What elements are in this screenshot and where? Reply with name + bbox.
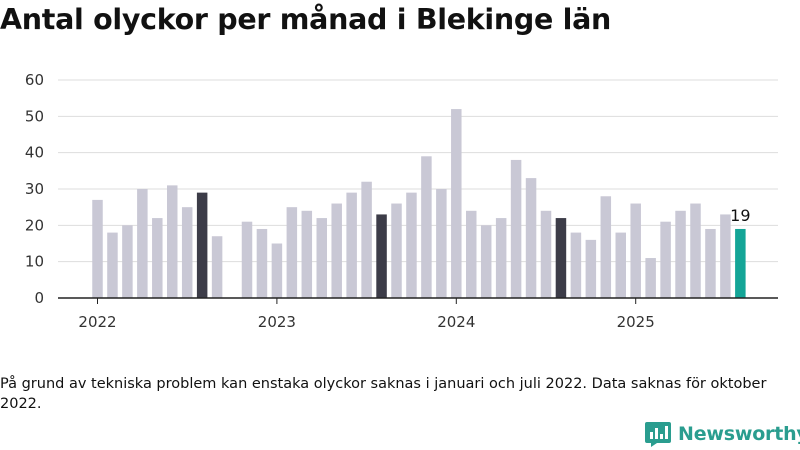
bar <box>510 159 522 298</box>
bar <box>480 225 492 298</box>
bar <box>630 203 641 298</box>
y-tick-label: 20 <box>25 216 44 234</box>
bar <box>196 192 208 298</box>
bar <box>720 214 731 298</box>
bar <box>92 199 103 298</box>
bar <box>555 218 567 298</box>
y-tick-label: 0 <box>34 289 44 307</box>
bar <box>286 207 298 298</box>
bar <box>107 232 118 298</box>
bars <box>92 109 746 298</box>
bar <box>466 210 477 298</box>
bar <box>167 185 178 298</box>
brand-logo: Newsworthy <box>644 420 800 448</box>
bar <box>301 210 313 298</box>
newsworthy-logo-icon <box>645 422 671 447</box>
bar <box>675 210 686 298</box>
bar <box>376 214 387 298</box>
bar <box>600 196 612 298</box>
bar <box>391 203 402 298</box>
bar <box>660 221 671 298</box>
chart-title: Antal olyckor per månad i Blekinge län <box>0 3 612 36</box>
y-tick-label: 60 <box>25 71 44 89</box>
bar <box>735 228 746 298</box>
bar <box>256 228 268 298</box>
bar <box>152 218 163 298</box>
bar-chart: 2022 2023 2024 2025 0 10 20 30 40 50 60 19 <box>25 71 778 331</box>
bar <box>525 178 537 298</box>
bar <box>690 203 701 298</box>
bar <box>495 218 507 298</box>
bar <box>137 189 148 298</box>
x-tick-label: 2024 <box>437 313 475 331</box>
bar <box>406 192 417 298</box>
data-label: 19 <box>730 206 750 225</box>
bar <box>241 221 253 298</box>
gridlines <box>58 79 778 263</box>
y-tick-label: 40 <box>25 144 44 162</box>
bar <box>331 203 342 298</box>
y-tick-label: 10 <box>25 253 44 271</box>
bar <box>451 109 462 298</box>
bar <box>615 232 626 298</box>
bar <box>361 181 372 298</box>
bar <box>570 232 582 298</box>
bar <box>316 218 327 298</box>
bar <box>436 189 447 298</box>
bar <box>421 156 432 298</box>
y-axis: 0 10 20 30 40 50 60 <box>25 71 44 307</box>
bar <box>181 207 193 298</box>
bar <box>585 239 597 298</box>
bar <box>705 228 716 298</box>
bar <box>122 225 133 298</box>
data-labels: 19 <box>730 206 750 225</box>
x-tick-label: 2025 <box>617 313 655 331</box>
y-tick-label: 30 <box>25 180 44 198</box>
bar <box>346 192 357 298</box>
bar <box>271 243 283 298</box>
bar <box>645 258 656 298</box>
brand-name: Newsworthy <box>678 423 800 445</box>
bar <box>211 236 223 298</box>
x-axis: 2022 2023 2024 2025 <box>58 297 778 331</box>
x-tick-label: 2022 <box>78 313 116 331</box>
x-tick-label: 2023 <box>258 313 296 331</box>
bar <box>540 210 552 298</box>
y-tick-label: 50 <box>25 107 44 125</box>
footnote: På grund av tekniska problem kan enstaka… <box>0 376 767 412</box>
